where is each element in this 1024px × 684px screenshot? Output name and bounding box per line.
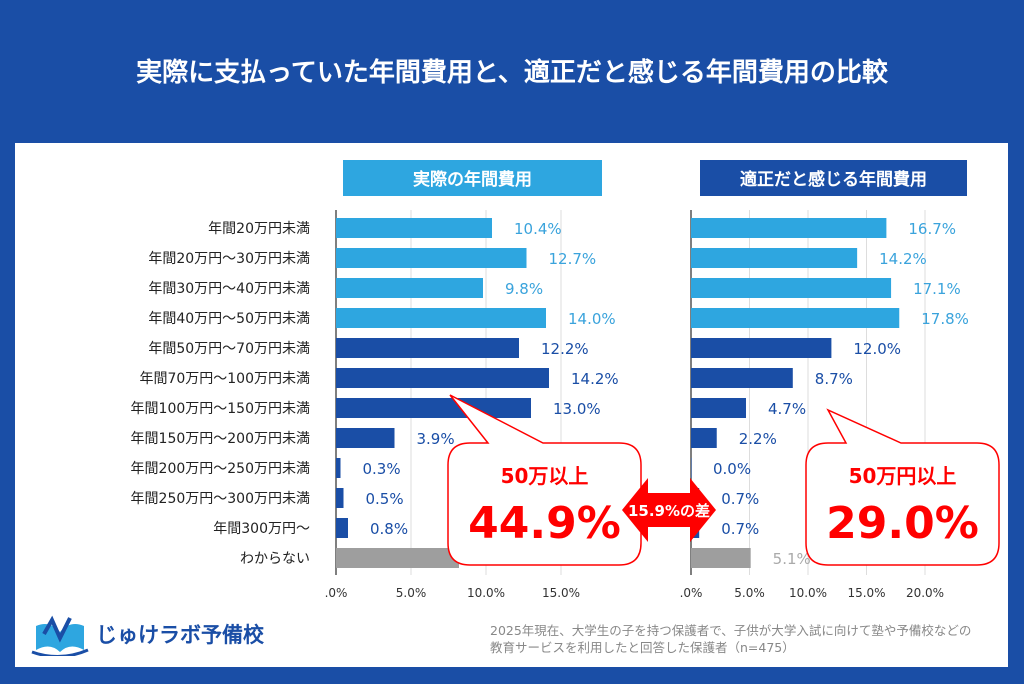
- data-label: 0.3%: [363, 460, 401, 478]
- bar: [691, 308, 900, 328]
- x-tick-label: 10.0%: [467, 586, 505, 600]
- data-label: 12.2%: [541, 340, 589, 358]
- data-label: 4.7%: [768, 400, 806, 418]
- category-label: 年間50万円〜70万円未満: [148, 341, 310, 357]
- page-title: 実際に支払っていた年間費用と、適正だと感じる年間費用の比較: [136, 58, 888, 88]
- bar: [691, 368, 793, 388]
- data-label: 9.8%: [505, 280, 543, 298]
- data-label: 0.7%: [721, 490, 759, 508]
- x-tick-label: 20.0%: [906, 586, 944, 600]
- category-label: 年間40万円〜50万円未満: [148, 311, 310, 327]
- data-label: 14.0%: [568, 310, 616, 328]
- chart-title: 適正だと感じる年間費用: [740, 169, 927, 190]
- footnote: 2025年現在、大学生の子を持つ保護者で、子供が大学入試に向けて塾や予備校などの…: [490, 622, 1010, 656]
- data-label: 12.0%: [853, 340, 901, 358]
- chart-header: [700, 160, 967, 196]
- callout-right-value: 29.0%: [826, 498, 979, 549]
- bar: [691, 338, 832, 358]
- bar: [336, 368, 549, 388]
- footnote-line: 教育サービスを利用したと回答した保護者（n=475）: [490, 640, 795, 655]
- callout-left-value: 44.9%: [468, 498, 621, 549]
- logo-text: じゅけラボ予備校: [96, 623, 264, 647]
- data-label: 2.2%: [739, 430, 777, 448]
- bar: [336, 548, 459, 568]
- x-tick-label: .0%: [325, 586, 348, 600]
- bar: [691, 398, 746, 418]
- x-tick-label: 15.0%: [542, 586, 580, 600]
- data-label: 0.5%: [366, 490, 404, 508]
- callout-left-label: 50万以上: [501, 464, 589, 488]
- bar: [691, 248, 858, 268]
- x-tick-label: .0%: [680, 586, 703, 600]
- data-label: 0.0%: [713, 460, 751, 478]
- chart-header: [343, 160, 602, 196]
- bar: [691, 218, 887, 238]
- callout-right: [805, 408, 1000, 566]
- bar: [336, 518, 348, 538]
- data-label: 17.1%: [913, 280, 961, 298]
- book-logo-icon: [31, 615, 89, 656]
- double-arrow-icon: [622, 478, 716, 542]
- bar: [336, 338, 519, 358]
- bar: [691, 458, 692, 478]
- data-label: 3.9%: [417, 430, 455, 448]
- callout-right-label: 50万円以上: [849, 464, 957, 488]
- chart-title: 実際の年間費用: [413, 169, 532, 190]
- data-label: 0.8%: [370, 520, 408, 538]
- bar: [691, 428, 717, 448]
- bar: [336, 398, 531, 418]
- logo: じゅけラボ予備校: [30, 612, 264, 656]
- data-label: 0.7%: [721, 520, 759, 538]
- category-label: 年間100万円〜150万円未満: [131, 401, 310, 417]
- bar: [336, 488, 344, 508]
- bar: [691, 548, 751, 568]
- x-tick-label: 10.0%: [789, 586, 827, 600]
- category-label: 年間200万円〜250万円未満: [131, 461, 310, 477]
- bar: [691, 278, 892, 298]
- bar: [336, 458, 341, 478]
- data-label: 10.4%: [514, 220, 562, 238]
- callout-left: [447, 394, 642, 566]
- bar: [336, 218, 492, 238]
- bar: [336, 428, 395, 448]
- data-label: 14.2%: [879, 250, 927, 268]
- data-label: 14.2%: [571, 370, 619, 388]
- category-label: 年間300万円〜: [213, 521, 310, 537]
- category-label: 年間30万円〜40万円未満: [148, 281, 310, 297]
- data-label: 8.7%: [815, 370, 853, 388]
- category-label: 年間70万円〜100万円未満: [139, 371, 310, 387]
- footnote-line: 2025年現在、大学生の子を持つ保護者で、子供が大学入試に向けて塾や予備校などの: [490, 623, 972, 638]
- data-label: 5.1%: [773, 550, 811, 568]
- category-label: 年間20万円〜30万円未満: [148, 251, 310, 267]
- category-label: わからない: [240, 551, 310, 567]
- x-tick-label: 5.0%: [734, 586, 765, 600]
- category-label: 年間150万円〜200万円未満: [131, 431, 310, 447]
- data-label: 12.7%: [549, 250, 597, 268]
- bar: [336, 308, 546, 328]
- bar: [336, 248, 527, 268]
- data-label: 17.8%: [921, 310, 969, 328]
- category-label: 年間20万円未満: [208, 221, 310, 237]
- bar: [336, 278, 483, 298]
- x-tick-label: 5.0%: [396, 586, 427, 600]
- category-label: 年間250万円〜300万円未満: [131, 491, 310, 507]
- data-label: 13.0%: [553, 400, 601, 418]
- data-label: 16.7%: [908, 220, 956, 238]
- difference-label: 15.9%の差: [628, 502, 710, 520]
- x-tick-label: 15.0%: [847, 586, 885, 600]
